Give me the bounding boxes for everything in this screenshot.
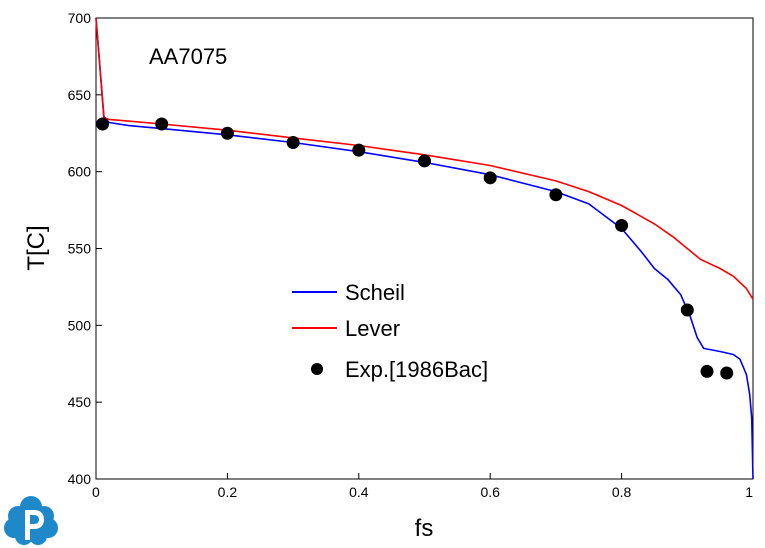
data-point-exp xyxy=(720,366,734,380)
x-tick-label: 0.2 xyxy=(218,484,238,500)
y-tick-label: 700 xyxy=(68,10,92,26)
y-tick-label: 550 xyxy=(68,241,92,257)
data-point-exp xyxy=(700,364,714,378)
y-tick-label: 500 xyxy=(68,317,92,333)
y-tick-label: 450 xyxy=(68,394,92,410)
ticks-layer: 0 0.2 0.4 0.6 0.8 1 400 450 500 550 600 650 700 xyxy=(68,10,754,500)
x-axis-title: fs xyxy=(415,515,434,542)
legend-label-lever: Lever xyxy=(345,316,400,341)
x-tick-label: 1 xyxy=(745,484,753,500)
y-axis-title: T[C] xyxy=(23,225,50,270)
data-point-exp xyxy=(96,117,110,131)
data-point-exp xyxy=(220,126,234,140)
series-layer xyxy=(95,17,754,480)
y-tick-label: 600 xyxy=(68,164,92,180)
data-point-exp xyxy=(483,171,497,185)
x-tick-label: 0 xyxy=(92,484,100,500)
data-point-exp xyxy=(286,135,300,149)
plot-frame xyxy=(95,17,754,480)
x-tick-label: 0.4 xyxy=(349,484,369,500)
series-line-scheil xyxy=(95,17,754,480)
x-tick-label: 0.6 xyxy=(480,484,500,500)
y-tick-label: 650 xyxy=(68,87,92,103)
data-point-exp xyxy=(155,117,169,131)
data-point-exp xyxy=(418,154,431,168)
pandat-logo-icon xyxy=(4,496,58,545)
data-point-exp xyxy=(680,303,694,317)
data-point-exp xyxy=(352,143,366,157)
chart-annotation: AA7075 xyxy=(149,44,227,69)
data-point-exp xyxy=(549,188,563,202)
series-line-lever xyxy=(95,17,754,300)
x-tick-label: 0.8 xyxy=(612,484,632,500)
y-tick-label: 400 xyxy=(68,471,92,487)
data-point-exp xyxy=(615,218,629,232)
legend: Scheil Lever Exp.[1986Bac] xyxy=(292,280,488,382)
legend-label-scheil: Scheil xyxy=(345,280,405,305)
legend-swatch-exp xyxy=(311,363,323,375)
legend-label-exp: Exp.[1986Bac] xyxy=(345,357,488,382)
